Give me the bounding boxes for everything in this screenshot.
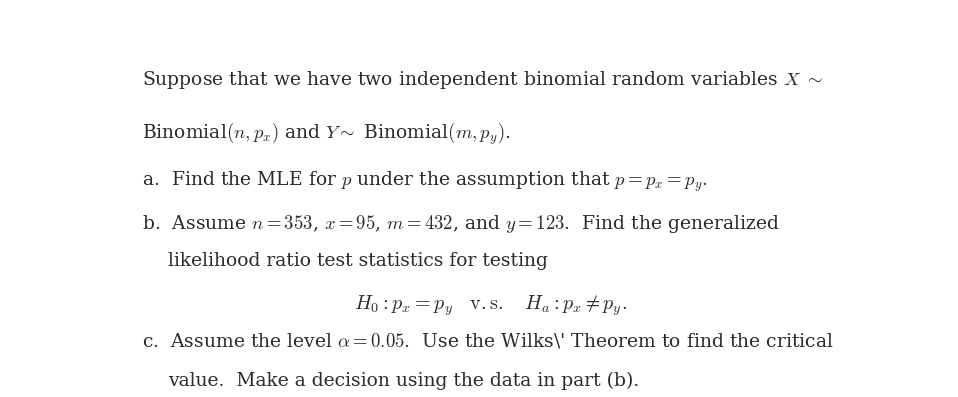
Text: b.  Assume $n = 353$, $x = 95$, $m = 432$, and $y = 123$.  Find the generalized: b. Assume $n = 353$, $x = 95$, $m = 432$… (142, 213, 780, 235)
Text: likelihood ratio test statistics for testing: likelihood ratio test statistics for tes… (168, 252, 548, 270)
Text: Suppose that we have two independent binomial random variables $X$ $\sim$: Suppose that we have two independent bin… (142, 69, 824, 91)
Text: $H_0 : p_x = p_y \quad \mathrm{v.s.} \quad H_a : p_x \neq p_y.$: $H_0 : p_x = p_y \quad \mathrm{v.s.} \qu… (354, 294, 627, 318)
Text: value.  Make a decision using the data in part (b).: value. Make a decision using the data in… (168, 372, 639, 390)
Text: c.  Assume the level $\alpha = 0.05$.  Use the Wilks\' Theorem to find the criti: c. Assume the level $\alpha = 0.05$. Use… (142, 332, 833, 351)
Text: Binomial$(n, p_x)$ and $Y \sim$ Binomial$(m, p_y)$.: Binomial$(n, p_x)$ and $Y \sim$ Binomial… (142, 121, 511, 147)
Text: a.  Find the MLE for $p$ under the assumption that $p = p_x = p_y$.: a. Find the MLE for $p$ under the assump… (142, 170, 708, 194)
